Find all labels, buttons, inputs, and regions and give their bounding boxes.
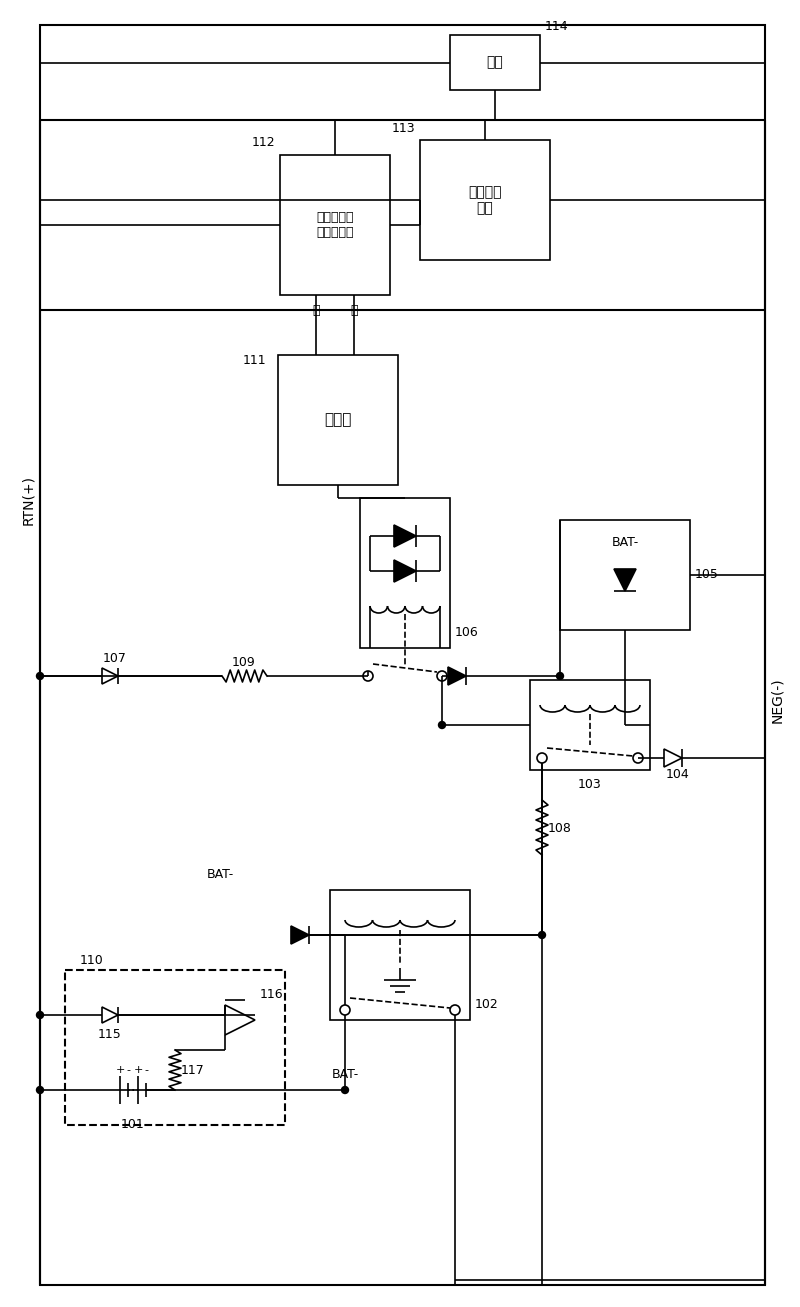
Text: 103: 103	[578, 778, 602, 791]
Text: BAT-: BAT-	[611, 536, 638, 549]
Circle shape	[538, 932, 546, 938]
Text: 110: 110	[80, 954, 104, 966]
Bar	[530, 680, 650, 770]
Bar	[278, 356, 398, 485]
Bar	[330, 890, 470, 1019]
Text: BAT-: BAT-	[331, 1069, 358, 1081]
Text: 104: 104	[666, 767, 690, 780]
Text: 控制器电源
防反接模块: 控制器电源 防反接模块	[316, 210, 354, 239]
Text: 113: 113	[391, 122, 415, 135]
Text: 105: 105	[695, 569, 719, 582]
Text: 正: 正	[313, 305, 320, 318]
Text: 108: 108	[548, 822, 572, 834]
Text: BAT-: BAT-	[206, 868, 234, 881]
Text: 负载: 负载	[486, 55, 503, 69]
Circle shape	[37, 1012, 43, 1018]
Text: -: -	[144, 1065, 148, 1074]
Text: RTN(+): RTN(+)	[21, 474, 35, 525]
Text: 107: 107	[103, 651, 127, 664]
Bar	[360, 498, 450, 648]
Polygon shape	[394, 525, 416, 548]
Text: 109: 109	[232, 656, 256, 668]
Polygon shape	[394, 559, 416, 582]
Text: 114: 114	[545, 21, 569, 34]
Text: 116: 116	[260, 988, 284, 1001]
Circle shape	[342, 1086, 349, 1094]
Text: 102: 102	[475, 999, 498, 1012]
Text: 101: 101	[121, 1119, 145, 1132]
Circle shape	[37, 1086, 43, 1094]
Text: -: -	[126, 1065, 130, 1074]
Circle shape	[438, 721, 446, 728]
Text: 负: 负	[350, 305, 358, 318]
Text: +: +	[115, 1065, 125, 1074]
Polygon shape	[291, 925, 309, 944]
Text: 112: 112	[251, 136, 275, 149]
Text: 控制器: 控制器	[324, 413, 352, 427]
Bar	[65, 970, 285, 1125]
Circle shape	[37, 673, 43, 680]
Polygon shape	[448, 667, 466, 685]
Bar	[560, 520, 690, 630]
Bar	[420, 140, 550, 260]
Text: +: +	[134, 1065, 142, 1074]
Text: 111: 111	[242, 353, 266, 366]
Text: 106: 106	[455, 626, 478, 639]
Bar	[450, 35, 540, 90]
Bar	[280, 156, 390, 295]
Circle shape	[557, 673, 563, 680]
Text: 117: 117	[181, 1064, 205, 1077]
Polygon shape	[614, 569, 636, 591]
Text: 115: 115	[98, 1029, 122, 1042]
Text: NEG(-): NEG(-)	[770, 677, 784, 723]
Text: 整流电源
模块: 整流电源 模块	[468, 184, 502, 216]
